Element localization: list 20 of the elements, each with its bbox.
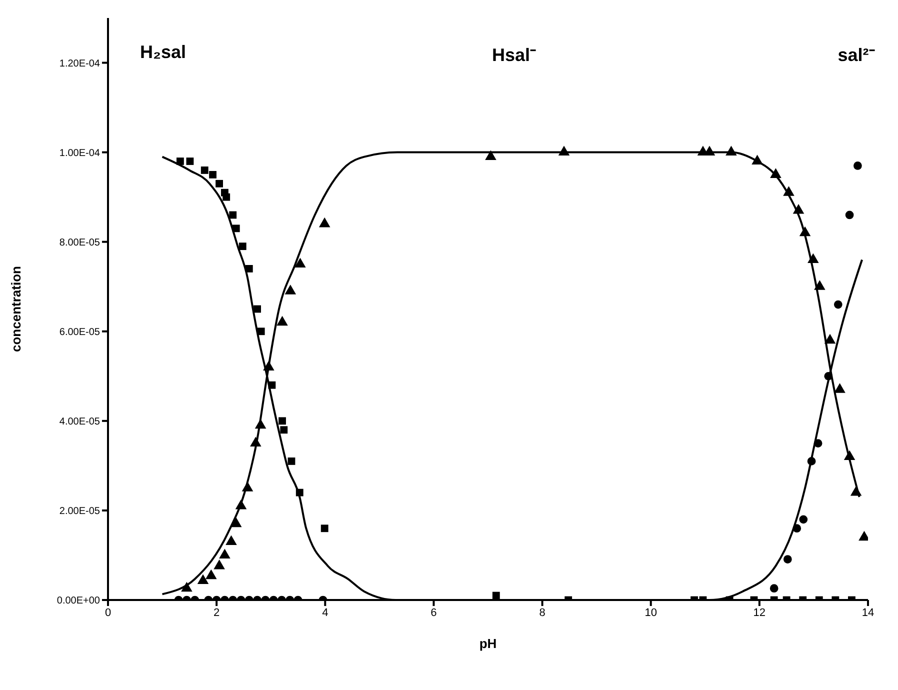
y-tick-label: 2.00E-05 xyxy=(59,506,100,518)
y-tick-label: 1.00E-04 xyxy=(59,148,100,159)
x-tick-label: 4 xyxy=(322,606,328,619)
x-tick-label: 0 xyxy=(104,606,112,619)
y-tick-label: 6.00E-05 xyxy=(59,326,100,338)
annotation: Hsal⁻ xyxy=(492,44,536,66)
y-axis-title: concentration xyxy=(8,266,24,352)
y-tick-label: 1.20E-04 xyxy=(59,58,100,70)
y-tick-label: 4.00E-05 xyxy=(59,416,100,428)
x-tick-label: 12 xyxy=(753,606,766,619)
x-tick-label: 2 xyxy=(214,606,220,619)
x-tick-label: 10 xyxy=(644,606,657,619)
x-tick-label: 6 xyxy=(430,606,437,619)
annotation: sal²⁻ xyxy=(838,44,875,66)
x-tick-label: 14 xyxy=(862,606,874,619)
x-axis-title: pH xyxy=(479,636,497,651)
y-tick-label: 8.00E-05 xyxy=(59,237,100,248)
x-tick-label: 8 xyxy=(539,606,546,619)
y-tick-label: 0.00E+00 xyxy=(56,596,100,607)
annotation: H₂sal xyxy=(140,42,186,63)
